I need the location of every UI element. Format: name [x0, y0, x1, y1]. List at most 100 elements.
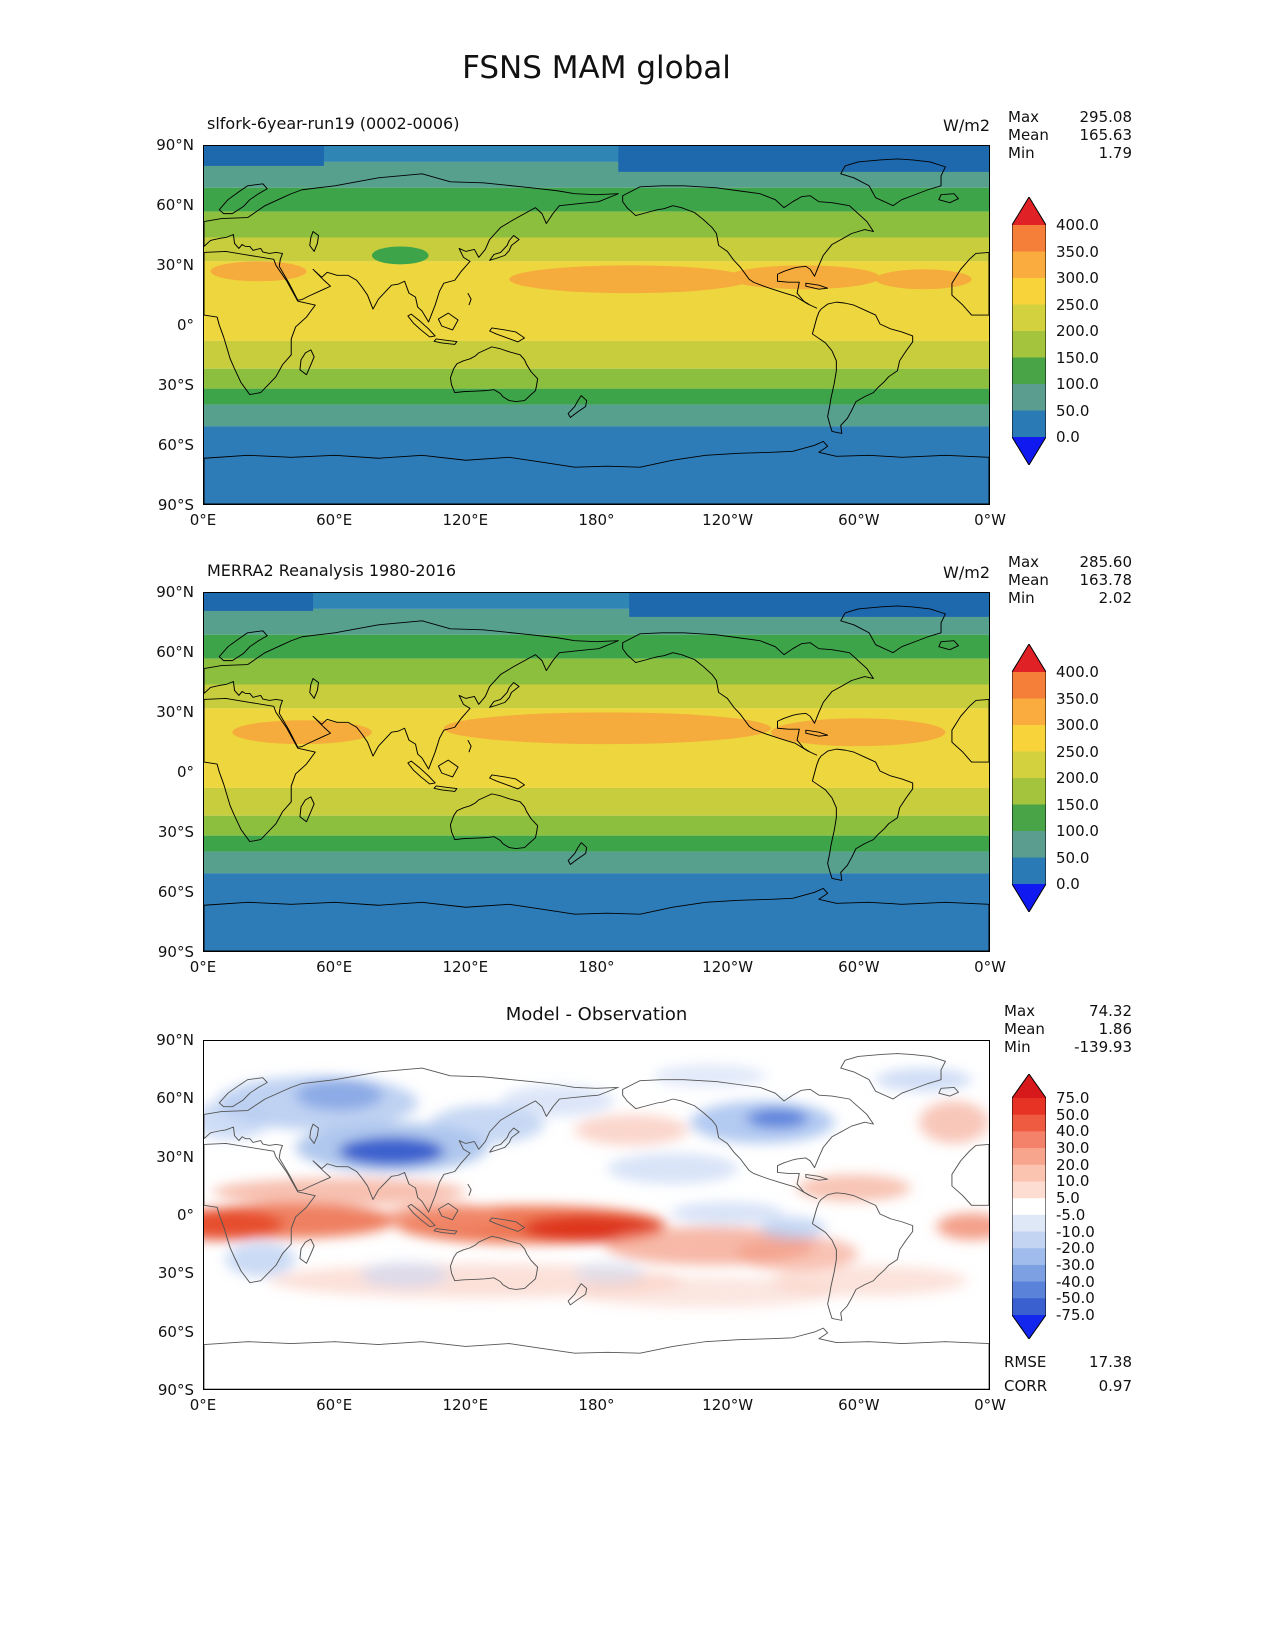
- lon-tick-label: 0°W: [974, 958, 1006, 976]
- stat-label-mean: Mean: [1004, 1020, 1045, 1038]
- colorbar-segment: [1012, 1248, 1046, 1266]
- stat-label-mean: Mean: [1008, 126, 1049, 144]
- panel3-skill-scores: RMSE 17.38 CORR 0.97: [1004, 1350, 1132, 1398]
- colorbar-tick-label: 150.0: [1056, 348, 1099, 367]
- colorbar-segment: [1012, 1198, 1046, 1216]
- lat-tick-label: 90°S: [157, 943, 194, 961]
- colorbar-segment: [1012, 278, 1046, 305]
- colorbar-under-arrow: [1012, 1315, 1046, 1339]
- colorbar-segment: [1012, 857, 1046, 884]
- colorbar-tick-label: 200.0: [1056, 322, 1099, 340]
- stat-value-rmse: 17.38: [1089, 1353, 1132, 1371]
- lat-tick-label: 60°N: [156, 1089, 194, 1108]
- stat-row-min: Min -139.93: [1004, 1038, 1132, 1056]
- colorbar-tick-label: 150.0: [1056, 795, 1099, 814]
- colorbar-tick-label: 40.0: [1056, 1122, 1090, 1141]
- colorbar-tick-label: 100.0: [1056, 375, 1099, 393]
- colorbar-segment: [1012, 1281, 1046, 1299]
- stat-value-mean: 165.63: [1079, 126, 1133, 144]
- stat-row-rmse: RMSE 17.38: [1004, 1350, 1132, 1374]
- colorbar-tick-label: -30.0: [1056, 1255, 1095, 1274]
- colorbar-over-arrow: [1012, 644, 1046, 672]
- colorbar-tick-label: -50.0: [1056, 1289, 1095, 1308]
- colorbar-segment: [1012, 831, 1046, 858]
- stat-value-min: 1.79: [1098, 144, 1132, 162]
- colorbar-tick-label: -75.0: [1056, 1306, 1095, 1324]
- panel3-title: Model - Observation: [505, 1004, 688, 1025]
- lat-tick-label: 60°S: [157, 436, 194, 454]
- colorbar-tick-label: 0.0: [1056, 875, 1080, 893]
- colorbar-segment: [1012, 1214, 1046, 1232]
- colorbar-segment: [1012, 1148, 1046, 1166]
- map-patches: [204, 146, 989, 294]
- lat-tick-label: 30°N: [156, 1147, 194, 1166]
- lat-tick-label: 90°S: [157, 1381, 194, 1399]
- stat-value-max: 295.08: [1079, 108, 1133, 126]
- lon-tick-label: 120°W: [702, 1396, 754, 1414]
- stat-value-mean: 163.78: [1079, 571, 1133, 589]
- lat-tick-label: 90°N: [156, 1031, 194, 1049]
- lon-tick-label: 0°W: [974, 511, 1006, 529]
- stat-row-max: Max 285.60: [1008, 553, 1132, 571]
- colorbar-tick-label: 250.0: [1056, 295, 1099, 314]
- stat-value-min: -139.93: [1074, 1038, 1132, 1056]
- panel2-stats: Max 285.60 Mean 163.78 Min 2.02: [1008, 553, 1132, 607]
- colorbar-segment: [1012, 725, 1046, 752]
- coastlines: [204, 158, 989, 504]
- map-panel2-obs: [203, 592, 990, 952]
- stat-label-max: Max: [1008, 553, 1040, 571]
- colorbar-segment: [1012, 1164, 1046, 1182]
- colorbar-segment: [1012, 1231, 1046, 1249]
- colorbar-segment: [1012, 751, 1046, 779]
- coastlines: [204, 605, 989, 951]
- lat-tick-label: 90°S: [157, 496, 194, 514]
- colorbar-under-arrow: [1012, 884, 1046, 912]
- colorbar-segment: [1012, 1298, 1046, 1315]
- panel3-stats: Max 74.32 Mean 1.86 Min -139.93: [1004, 1002, 1132, 1056]
- colorbar-over-arrow: [1012, 197, 1046, 225]
- colorbar-segment: [1012, 1114, 1046, 1132]
- colorbar-segment: [1012, 1264, 1046, 1283]
- map-bands: [204, 593, 989, 951]
- lon-tick-label: 60°E: [316, 511, 353, 529]
- stat-label-max: Max: [1004, 1002, 1036, 1020]
- stat-row-min: Min 2.02: [1008, 589, 1132, 607]
- lat-tick-label: 90°N: [156, 583, 194, 601]
- stat-label-max: Max: [1008, 108, 1040, 126]
- colorbar-tick-label: 350.0: [1056, 689, 1099, 708]
- lat-tick-label: 0°: [176, 316, 194, 334]
- lat-tick-label: 30°N: [156, 703, 194, 721]
- colorbar-tick-label: 20.0: [1056, 1155, 1090, 1174]
- figure-title: FSNS MAM global: [462, 50, 731, 86]
- colorbar-panel2: [1012, 644, 1046, 912]
- colorbar-tick-label: 5.0: [1056, 1189, 1080, 1208]
- colorbar-tick-label: -20.0: [1056, 1239, 1095, 1258]
- colorbar-tick-label: 300.0: [1056, 269, 1099, 287]
- lon-tick-label: 0°W: [974, 1396, 1006, 1414]
- colorbar-segment: [1012, 672, 1046, 699]
- colorbar-segment: [1012, 698, 1046, 726]
- colorbar-segment: [1012, 804, 1046, 832]
- lon-tick-label: 120°E: [442, 511, 489, 529]
- colorbar-tick-label: 300.0: [1056, 716, 1099, 734]
- colorbar-tick-label: -5.0: [1056, 1205, 1086, 1224]
- stat-label-rmse: RMSE: [1004, 1353, 1047, 1371]
- lat-tick-label: 30°S: [157, 1264, 194, 1283]
- colorbar-tick-label: 350.0: [1056, 242, 1099, 261]
- lon-tick-label: 60°W: [838, 511, 880, 529]
- colorbar-panel3: [1012, 1074, 1046, 1339]
- colorbar-segment: [1012, 384, 1046, 411]
- stat-label-min: Min: [1008, 589, 1035, 607]
- lat-tick-label: 0°: [176, 1206, 194, 1224]
- colorbar-segment: [1012, 1131, 1046, 1149]
- stat-row-mean: Mean 165.63: [1008, 126, 1132, 144]
- lon-tick-label: 60°E: [316, 958, 353, 976]
- stat-row-max: Max 295.08: [1008, 108, 1132, 126]
- lat-tick-label: 30°S: [157, 823, 194, 841]
- lat-tick-label: 60°N: [156, 643, 194, 661]
- map-patches: [204, 593, 989, 747]
- colorbar-segment: [1012, 1181, 1046, 1199]
- coastlines: [204, 1053, 989, 1389]
- stat-label-min: Min: [1008, 144, 1035, 162]
